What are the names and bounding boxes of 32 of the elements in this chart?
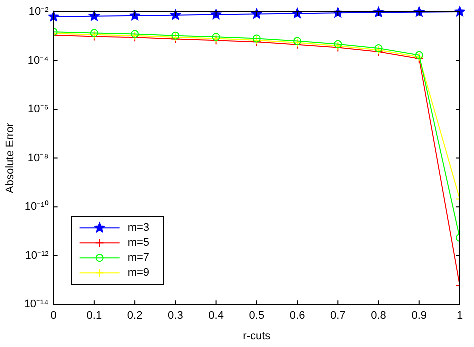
y-tick-label: 10⁻¹² bbox=[25, 250, 50, 262]
x-tick-label: 0.2 bbox=[127, 310, 143, 322]
point bbox=[89, 10, 100, 21]
point bbox=[211, 9, 222, 20]
point bbox=[334, 40, 342, 48]
y-tick-label: 10⁻² bbox=[28, 6, 50, 18]
x-axis-title: r-cuts bbox=[243, 330, 272, 342]
x-tick-label: 0.6 bbox=[290, 310, 306, 322]
x-tick-label: 0.4 bbox=[208, 310, 224, 322]
x-tick-label: 1 bbox=[456, 310, 464, 322]
y-tick-label: 10⁻¹⁰ bbox=[24, 200, 49, 214]
x-tick-label: 0.7 bbox=[330, 310, 346, 322]
y-tick-label: 10⁻⁴ bbox=[28, 54, 50, 67]
y-tick-label: 10⁻¹⁴ bbox=[24, 298, 50, 311]
legend-label: m=3 bbox=[128, 222, 150, 234]
x-tick-label: 0.8 bbox=[371, 310, 386, 322]
x-tick-label: 0.3 bbox=[168, 310, 184, 322]
point bbox=[415, 51, 424, 60]
legend-label: m=7 bbox=[128, 252, 150, 264]
x-tick-label: 0.1 bbox=[86, 310, 102, 322]
y-tick-label: 10⁻⁶ bbox=[28, 104, 49, 116]
x-tick-label: 0.5 bbox=[249, 310, 265, 322]
point bbox=[454, 6, 466, 17]
y-tick-label: 10⁻⁸ bbox=[28, 152, 49, 164]
legend-label: m=5 bbox=[128, 237, 150, 250]
point bbox=[130, 10, 140, 20]
point bbox=[170, 10, 181, 20]
legend-label: m=9 bbox=[128, 267, 150, 280]
point bbox=[374, 44, 383, 52]
x-tick-label: 0 bbox=[50, 310, 57, 322]
x-tick-label: 0.9 bbox=[412, 310, 428, 322]
y-axis-title: Absolute Error bbox=[4, 122, 17, 194]
